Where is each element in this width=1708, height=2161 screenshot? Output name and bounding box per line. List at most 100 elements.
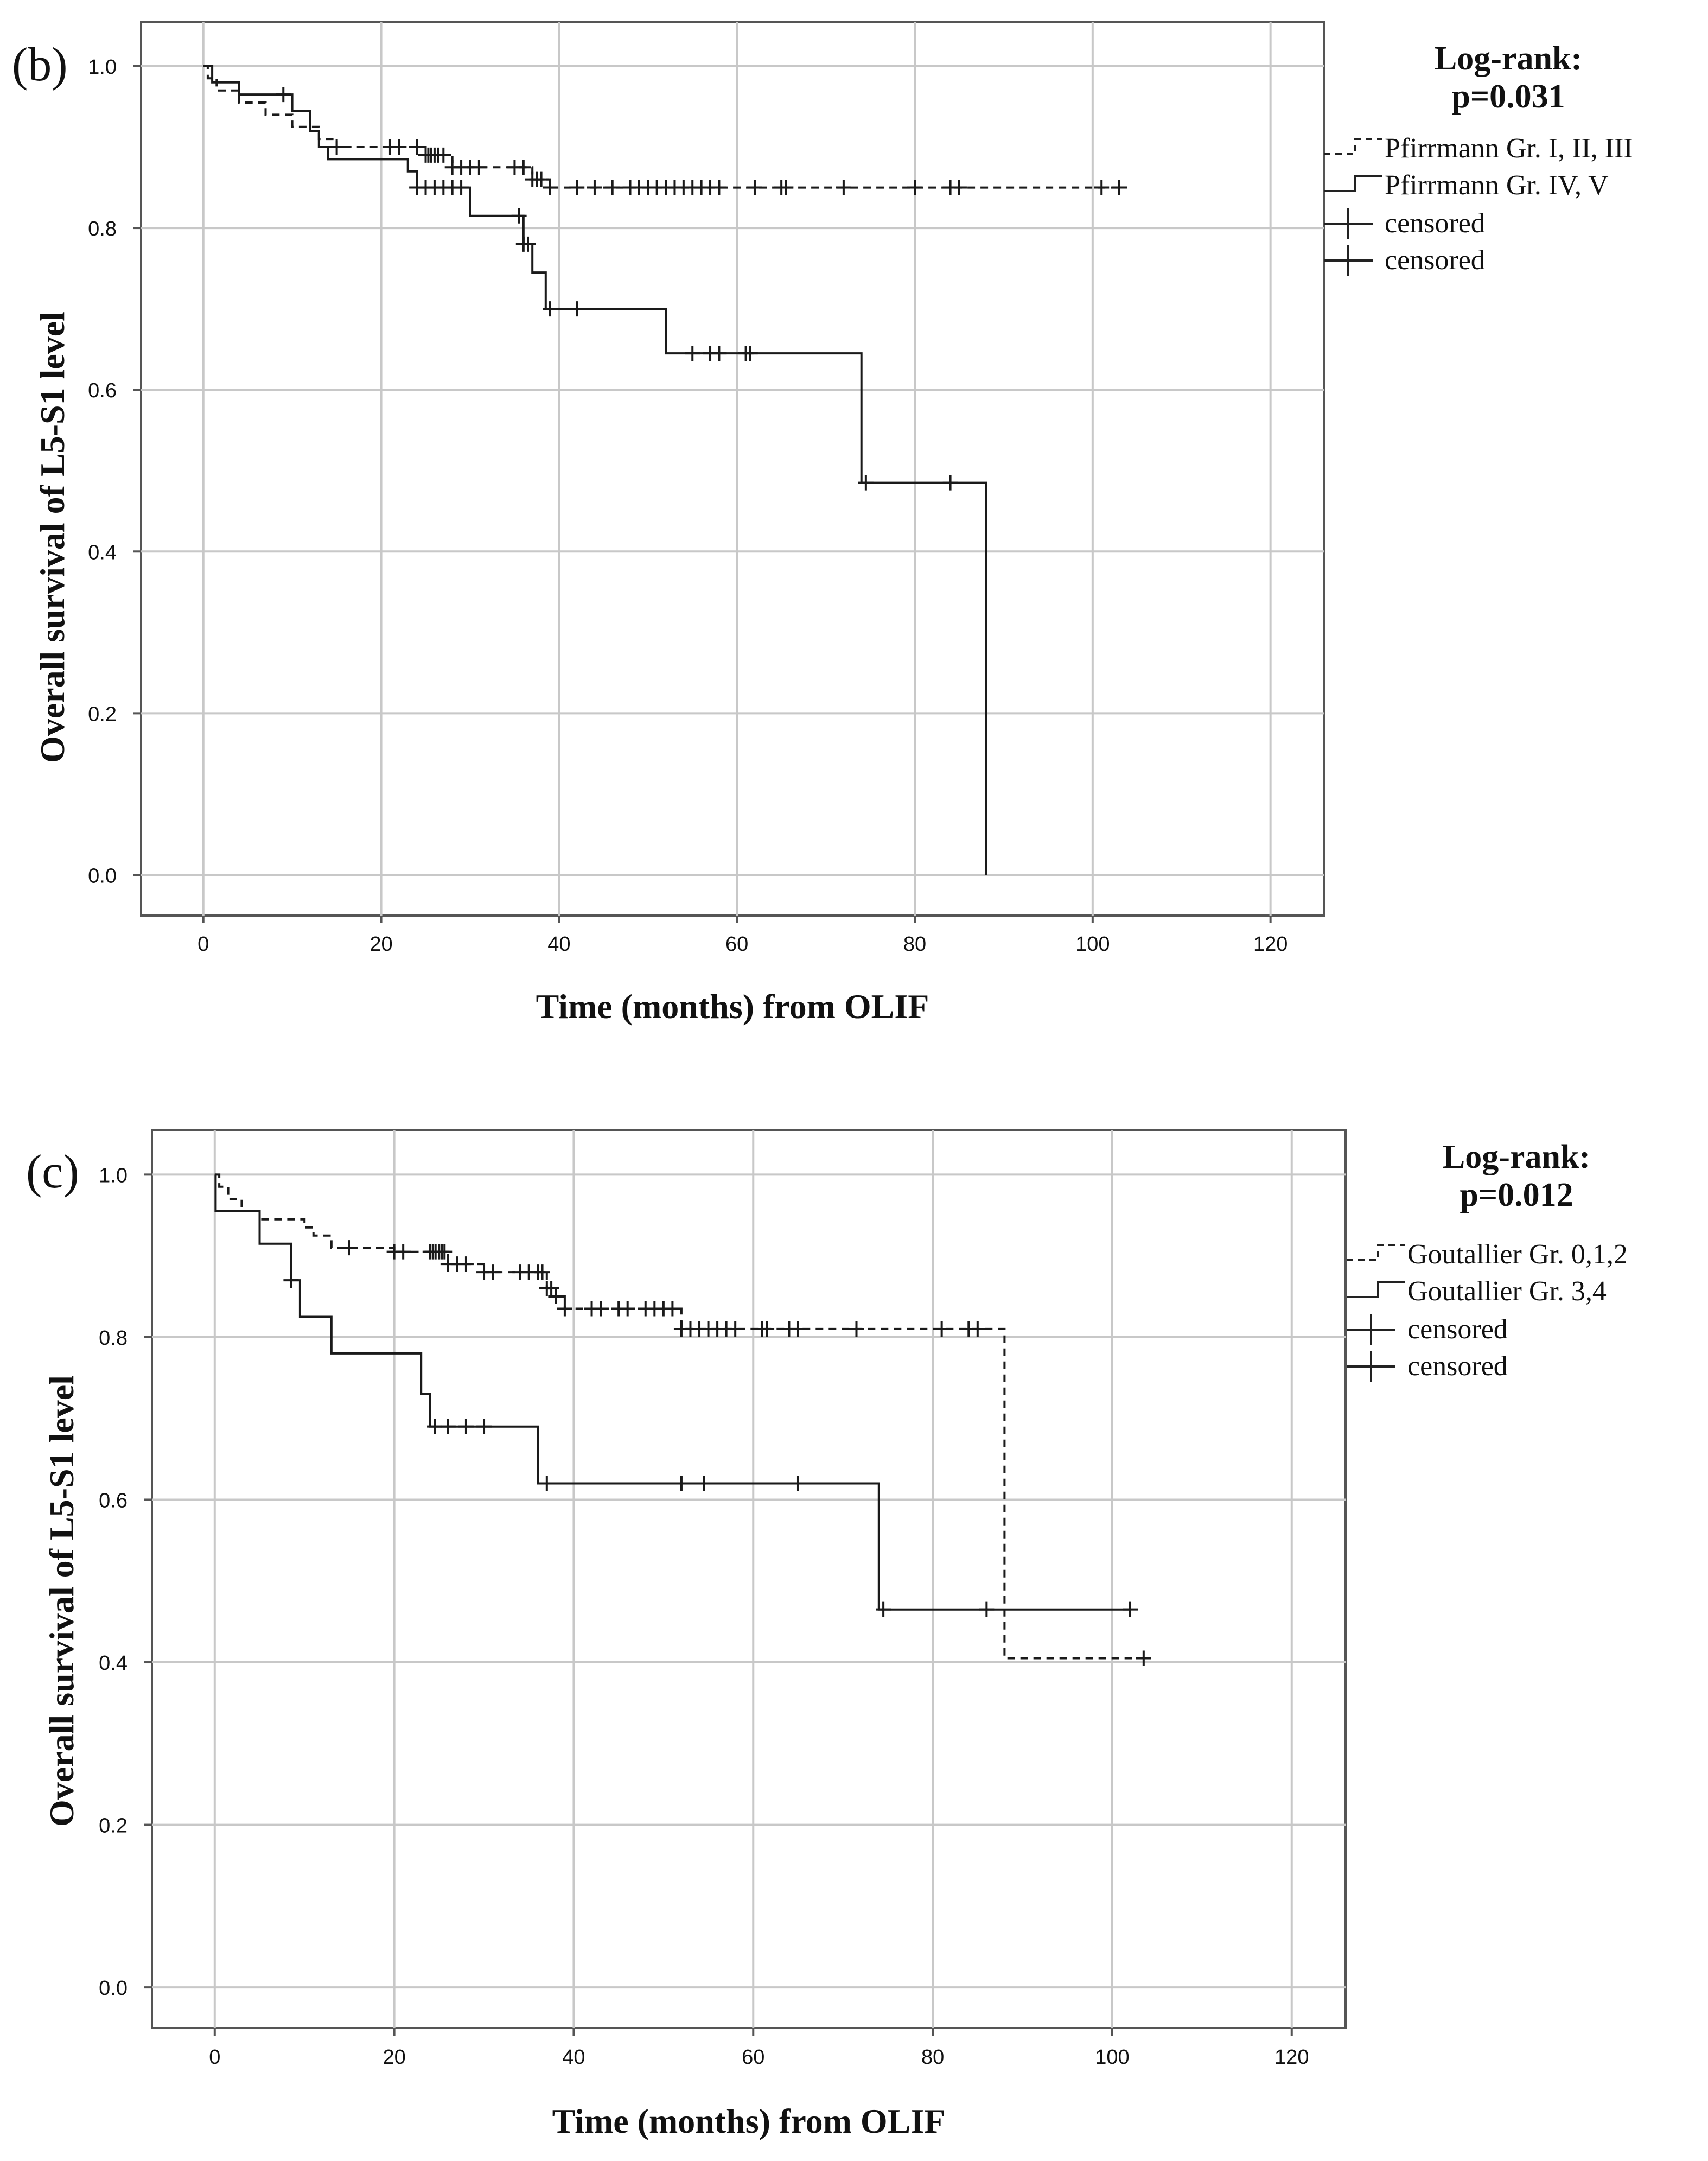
censor-mark (790, 1476, 806, 1491)
legend-swatch-solid (1347, 1281, 1405, 1298)
censor-mark (979, 1601, 995, 1617)
x-tick-label: 120 (1274, 2046, 1309, 2069)
censor-mark (759, 1321, 775, 1337)
censor-mark (593, 1301, 609, 1317)
censor-mark (533, 171, 549, 187)
censor-mark (696, 1476, 712, 1491)
censor-mark (970, 1321, 985, 1337)
censor-mark (1112, 180, 1127, 195)
logrank-p-value: p=0.012 (1460, 1177, 1573, 1213)
logrank-title: Log-rank: (1443, 1139, 1590, 1175)
censor-mark-swatch (1324, 245, 1373, 276)
series-layer (203, 65, 1119, 875)
km-curve-dashed (203, 65, 1119, 189)
censor-mark (778, 180, 794, 195)
censor-mark (747, 180, 762, 195)
km-curve-solid (214, 1173, 1130, 1611)
chart-panel-c: 0 20 40 60 80 100 120 0.0 0.2 0.4 0.6 0.8 1.0 (c) Ti… (26, 1129, 1628, 2140)
x-tick-label: 60 (742, 2046, 764, 2069)
censor-mark (329, 139, 345, 155)
censor-mark (790, 1321, 806, 1337)
y-tick-label: 1.0 (88, 56, 117, 79)
censor-mark (685, 346, 700, 361)
logrank-title: Log-rank: (1435, 40, 1582, 77)
censor-mark (569, 180, 585, 195)
censor-mark-swatch (1347, 1351, 1395, 1382)
censor-mark (542, 301, 558, 317)
y-tick-label: 0.8 (88, 218, 117, 240)
censor-mark (440, 1419, 456, 1434)
censor-mark (391, 139, 407, 155)
legend-label: censored (1407, 1351, 1508, 1382)
censor-layer (276, 87, 1127, 491)
censor-mark (604, 180, 620, 195)
censor-mark (436, 147, 451, 163)
legend-label: Goutallier Gr. 3,4 (1407, 1276, 1607, 1307)
censor-mark-swatch (1324, 208, 1373, 239)
censor-mark (542, 180, 558, 195)
censor-mark (742, 346, 758, 361)
y-tick-label: 0.2 (88, 703, 117, 726)
y-tick-label: 0.0 (99, 1977, 128, 2000)
x-tick-label: 40 (547, 933, 570, 956)
censor-mark (711, 180, 727, 195)
censor-mark (409, 139, 425, 155)
legend-label: censored (1385, 208, 1485, 239)
legend-item-censored-dashed: censored (1324, 208, 1485, 239)
censor-mark (858, 475, 874, 491)
legend-item-censored-solid: censored (1324, 245, 1485, 276)
legend-item-dashed: Pfirrmann Gr. I, II, III (1324, 133, 1633, 164)
legend: Pfirrmann Gr. I, II, III Pfirrmann Gr. I… (1324, 133, 1633, 276)
censor-mark (942, 475, 958, 491)
x-tick-label: 60 (725, 933, 748, 956)
gridlines (141, 22, 1324, 916)
y-tick-label: 0.6 (99, 1489, 128, 1512)
censor-mark (665, 1301, 680, 1317)
x-tick-label: 20 (383, 2046, 405, 2069)
censor-mark (728, 1321, 743, 1337)
y-tick-label: 0.6 (88, 379, 117, 402)
legend-item-solid: Pfirrmann Gr. IV, V (1324, 170, 1609, 201)
legend-item-solid: Goutallier Gr. 3,4 (1347, 1276, 1607, 1307)
censor-mark (849, 1321, 864, 1337)
x-axis-title: Time (months) from OLIF (536, 987, 929, 1026)
legend-swatch-solid (1324, 175, 1382, 192)
x-tick-label: 80 (903, 933, 926, 956)
legend-label: censored (1407, 1314, 1508, 1345)
km-curve-solid (203, 65, 987, 875)
censor-mark (454, 180, 469, 195)
legend-item-censored-solid: censored (1347, 1351, 1508, 1382)
legend-label: Pfirrmann Gr. IV, V (1385, 170, 1609, 201)
censor-mark (476, 1419, 492, 1434)
censor-mark-swatch (1347, 1314, 1395, 1345)
x-tick-label: 100 (1095, 2046, 1129, 2069)
censor-mark (396, 1244, 411, 1260)
censor-mark (620, 1301, 635, 1317)
legend-label: Goutallier Gr. 0,1,2 (1407, 1239, 1628, 1270)
censor-mark (1123, 1601, 1138, 1617)
x-tick-label: 40 (562, 2046, 585, 2069)
tick-labels: 0 20 40 60 80 100 120 0.0 0.2 0.4 0.6 0.8 1.0 (88, 56, 1288, 956)
censor-mark (587, 180, 602, 195)
legend-swatch-dashed (1347, 1244, 1405, 1261)
censor-mark (548, 1289, 564, 1305)
censor-mark (511, 208, 527, 224)
x-tick-label: 20 (369, 933, 392, 956)
y-tick-label: 0.4 (88, 541, 117, 564)
y-axis-title: Overall survival of L5-S1 level (42, 1375, 81, 1827)
panel-label: (c) (26, 1146, 79, 1198)
censor-mark (283, 1273, 299, 1288)
censor-mark (951, 180, 967, 195)
censor-mark (341, 1240, 357, 1256)
y-tick-label: 0.8 (99, 1327, 128, 1350)
gridlines (152, 1130, 1346, 2028)
plot-frame (140, 21, 1325, 917)
censor-mark (471, 160, 487, 175)
censor-layer (283, 1240, 1151, 1666)
y-tick-label: 0.0 (88, 865, 117, 887)
legend: Goutallier Gr. 0,1,2 Goutallier Gr. 3,4 … (1347, 1239, 1628, 1382)
legend-label: Pfirrmann Gr. I, II, III (1385, 133, 1633, 164)
legend-item-dashed: Goutallier Gr. 0,1,2 (1347, 1239, 1628, 1270)
legend-label: censored (1385, 245, 1485, 276)
